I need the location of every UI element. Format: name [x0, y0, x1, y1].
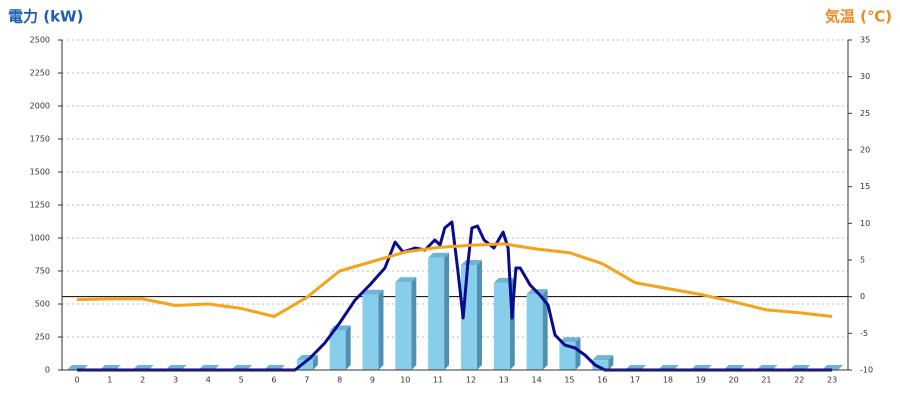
- bar: [329, 330, 346, 370]
- x-tick-label: 2: [140, 376, 145, 385]
- y2-tick-label: 0: [860, 292, 865, 301]
- y-tick-label: 2000: [30, 102, 50, 111]
- x-tick-label: 9: [370, 376, 375, 385]
- bar: [296, 359, 313, 370]
- x-tick-label: 14: [532, 376, 542, 385]
- x-tick-label: 17: [630, 376, 640, 385]
- left-axis-title: 電力 (kW): [8, 8, 83, 26]
- y-tick-label: 1000: [30, 234, 50, 243]
- x-tick-label: 8: [337, 376, 342, 385]
- bar-side: [542, 289, 548, 370]
- bar-side: [444, 252, 450, 370]
- y-tick-label: 1250: [30, 201, 50, 210]
- y2-tick-label: -5: [860, 329, 868, 338]
- bar: [559, 342, 576, 370]
- x-tick-label: 16: [597, 376, 607, 385]
- bar: [526, 294, 543, 370]
- bar-top: [395, 277, 417, 283]
- y2-tick-label: 15: [860, 182, 870, 191]
- bar-top: [592, 355, 614, 361]
- line: [77, 220, 833, 372]
- bar-side: [411, 277, 417, 370]
- x-tick-label: 0: [74, 376, 79, 385]
- bar: [362, 294, 379, 370]
- y2-tick-label: 25: [860, 109, 870, 118]
- y-tick-label: 1500: [30, 168, 50, 177]
- bar-side: [575, 337, 581, 370]
- x-tick-label: 5: [239, 376, 244, 385]
- y2-tick-label: 10: [860, 219, 870, 228]
- y-tick-label: 2500: [30, 36, 50, 45]
- bar-side: [378, 289, 384, 370]
- y-tick-label: 2250: [30, 69, 50, 78]
- y-tick-label: 1750: [30, 135, 50, 144]
- bar-top: [428, 252, 450, 258]
- bar-top: [362, 289, 384, 295]
- bar: [395, 282, 412, 370]
- x-tick-label: 23: [827, 376, 837, 385]
- y-tick-label: 500: [35, 300, 50, 309]
- bar-side: [345, 325, 351, 370]
- x-tick-label: 6: [271, 376, 276, 385]
- bar-top: [559, 337, 581, 343]
- y2-tick-label: 5: [860, 256, 865, 265]
- x-tick-label: 13: [499, 376, 509, 385]
- bar-side: [476, 260, 482, 370]
- right-axis-title: 気温 (℃): [825, 8, 892, 26]
- bar-top: [460, 260, 482, 266]
- y2-tick-label: 35: [860, 36, 870, 45]
- y2-tick-label: 30: [860, 72, 870, 81]
- bar-side: [312, 354, 318, 370]
- y2-tick-label: 20: [860, 146, 870, 155]
- x-tick-label: 15: [564, 376, 574, 385]
- bar: [428, 257, 445, 370]
- y-tick-label: 750: [35, 267, 50, 276]
- x-tick-label: 1: [107, 376, 112, 385]
- x-tick-label: 20: [729, 376, 739, 385]
- x-tick-label: 11: [433, 376, 443, 385]
- y2-tick-label: -10: [860, 366, 873, 375]
- x-tick-label: 7: [304, 376, 309, 385]
- x-tick-label: 3: [173, 376, 178, 385]
- y-tick-label: 0: [45, 366, 50, 375]
- line: [76, 242, 833, 318]
- x-tick-label: 12: [466, 376, 476, 385]
- x-tick-label: 10: [400, 376, 410, 385]
- x-tick-label: 18: [663, 376, 673, 385]
- bar-side: [608, 355, 614, 370]
- bar: [493, 282, 510, 370]
- x-tick-label: 19: [696, 376, 706, 385]
- bar: [592, 360, 609, 370]
- x-tick-label: 21: [761, 376, 771, 385]
- y-tick-label: 250: [35, 333, 50, 342]
- x-tick-label: 22: [794, 376, 804, 385]
- x-tick-label: 4: [206, 376, 211, 385]
